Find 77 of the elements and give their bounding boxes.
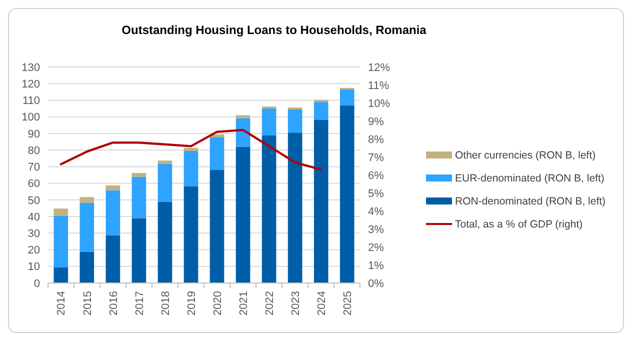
- y-tick-label: 120: [22, 78, 40, 90]
- x-tick-label: 2017: [134, 291, 146, 316]
- x-tick-label: 2022: [264, 291, 276, 316]
- x-tick-label: 2015: [82, 291, 94, 316]
- y2-tick-label: 7%: [368, 152, 384, 164]
- bar: [158, 160, 172, 164]
- bar: [262, 135, 276, 283]
- bar: [340, 89, 354, 106]
- x-tick-label: 2024: [316, 291, 328, 316]
- bar: [80, 202, 94, 252]
- x-tick-label: 2018: [160, 291, 172, 316]
- y-tick-label: 20: [28, 244, 40, 257]
- bar: [184, 150, 198, 186]
- bar: [106, 190, 120, 236]
- bar: [314, 100, 328, 102]
- y2-tick-label: 4%: [368, 206, 384, 218]
- legend-label: EUR-denominated (RON B, left): [455, 172, 604, 185]
- x-tick-label: 2020: [212, 291, 224, 316]
- bar: [80, 197, 94, 203]
- y2-tick-label: 11%: [368, 80, 390, 92]
- bar: [106, 185, 120, 190]
- y2-tick-label: 1%: [368, 260, 384, 272]
- bar: [54, 208, 68, 216]
- y-tick-label: 40: [28, 211, 40, 224]
- bar: [210, 137, 224, 170]
- bar: [54, 267, 68, 283]
- y-tick-label: 50: [28, 194, 40, 207]
- x-tick-label: 2023: [290, 291, 302, 316]
- y2-tick-label: 6%: [368, 170, 384, 182]
- y-tick-label: 110: [22, 95, 40, 108]
- line-series: [60, 128, 322, 171]
- bar: [288, 110, 302, 133]
- bar: [184, 186, 198, 283]
- bar: [80, 252, 94, 283]
- bar: [314, 102, 328, 120]
- y-tick-label: 70: [28, 162, 40, 174]
- y-tick-label: 30: [28, 228, 40, 240]
- y2-tick-label: 0%: [368, 278, 384, 290]
- y-tick-label: 10: [28, 261, 40, 274]
- legend-label: Other currencies (RON B, left): [455, 150, 596, 162]
- bar: [314, 120, 328, 283]
- legend-label: RON-denominated (RON B, left): [455, 196, 606, 208]
- x-tick-label: 2019: [186, 291, 198, 316]
- bar: [236, 118, 250, 147]
- y-tick-label: 0: [34, 278, 40, 290]
- y-tick-label: 90: [28, 128, 40, 140]
- y-tick-label: 80: [28, 144, 40, 157]
- bar: [54, 216, 68, 268]
- y2-tick-label: 3%: [368, 224, 384, 236]
- bar: [236, 146, 250, 283]
- y2-tick-label: 9%: [368, 116, 384, 128]
- x-tick-label: 2016: [108, 291, 120, 316]
- bar: [132, 176, 146, 218]
- y-tick-label: 60: [28, 178, 40, 190]
- y-tick-label: 130: [22, 62, 40, 74]
- bar: [236, 115, 250, 118]
- bar: [288, 132, 302, 283]
- y2-tick-label: 12%: [368, 62, 390, 74]
- y2-tick-label: 8%: [368, 134, 384, 146]
- bar: [132, 173, 146, 177]
- bar: [132, 218, 146, 283]
- bar: [340, 106, 354, 283]
- bar: [184, 148, 198, 151]
- y2-tick-label: 2%: [368, 242, 384, 254]
- bar: [210, 170, 224, 283]
- x-tick-label: 2014: [56, 291, 68, 316]
- bar: [158, 164, 172, 202]
- chart-title: Outstanding Housing Loans to Households, Romania: [122, 23, 427, 37]
- bar: [262, 108, 276, 136]
- legend-label: Total, as a % of GDP (right): [455, 218, 583, 231]
- y2-tick-label: 10%: [368, 98, 390, 110]
- x-tick-label: 2021: [238, 291, 250, 316]
- bar: [158, 202, 172, 283]
- x-tick-label: 2025: [342, 291, 354, 316]
- y-tick-label: 100: [22, 112, 40, 124]
- bar: [106, 235, 120, 283]
- y2-tick-label: 5%: [368, 188, 384, 200]
